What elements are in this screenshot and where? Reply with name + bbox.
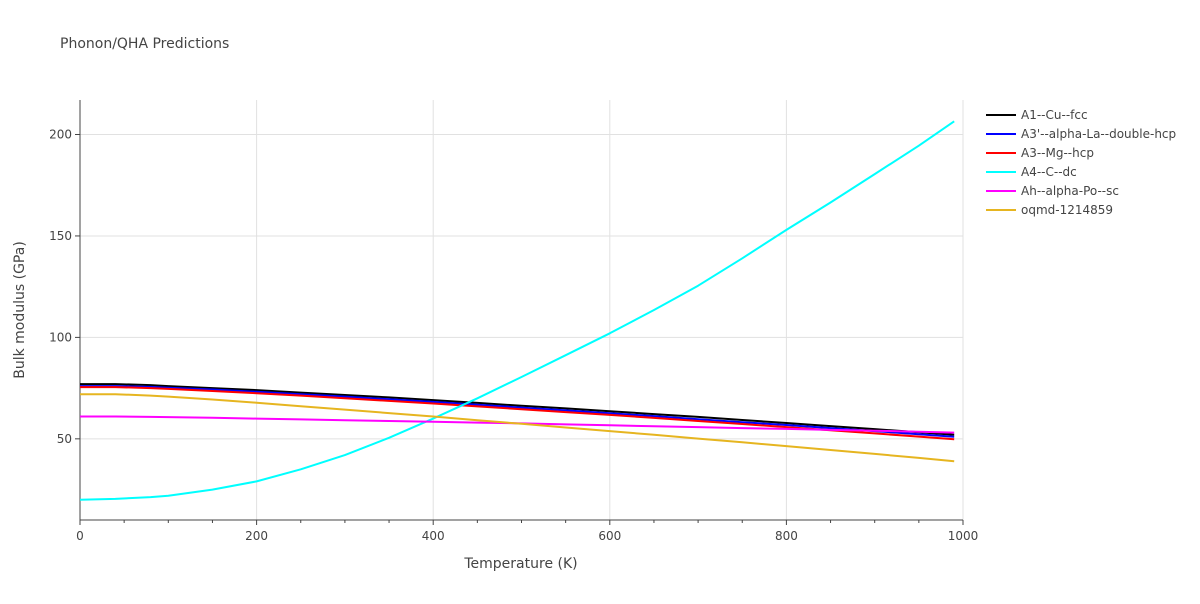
x-tick-label: 400 bbox=[422, 529, 445, 543]
y-tick-label: 150 bbox=[49, 229, 72, 243]
series-line-4 bbox=[79, 120, 955, 501]
y-tick-label: 100 bbox=[49, 330, 72, 344]
legend-item[interactable]: Ah--alpha-Po--sc bbox=[986, 184, 1119, 198]
series-line-2 bbox=[80, 385, 955, 438]
x-tick-label: 0 bbox=[76, 529, 84, 543]
legend-label: A3--Mg--hcp bbox=[1021, 146, 1094, 160]
legend[interactable]: A1--Cu--fcc A3'--alpha-La--double-hcp A3--… bbox=[986, 108, 1176, 217]
legend-item[interactable]: oqmd-1214859 bbox=[986, 203, 1113, 217]
x-tick-label: 600 bbox=[598, 529, 621, 543]
y-axis-title: Bulk modulus (GPa) bbox=[12, 241, 28, 379]
legend-item[interactable]: A4--C--dc bbox=[986, 165, 1077, 179]
x-axis-title: Temperature (K) bbox=[463, 556, 577, 572]
series-line-3 bbox=[80, 386, 955, 441]
series-layer bbox=[79, 120, 955, 501]
legend-label: A3'--alpha-La--double-hcp bbox=[1021, 127, 1176, 141]
series-line-1 bbox=[80, 383, 955, 436]
chart-title: Phonon/QHA Predictions bbox=[60, 36, 230, 52]
legend-item[interactable]: A3--Mg--hcp bbox=[986, 146, 1094, 160]
grid-layer bbox=[80, 100, 964, 520]
series-line-6 bbox=[80, 393, 955, 463]
legend-label: A4--C--dc bbox=[1021, 165, 1077, 179]
y-tick-label: 200 bbox=[49, 127, 72, 141]
x-tick-label: 200 bbox=[245, 529, 268, 543]
legend-item[interactable]: A3'--alpha-La--double-hcp bbox=[986, 127, 1176, 141]
legend-item[interactable]: A1--Cu--fcc bbox=[986, 108, 1088, 122]
x-tick-label: 1000 bbox=[948, 529, 979, 543]
y-tick-label: 50 bbox=[57, 432, 72, 446]
legend-label: A1--Cu--fcc bbox=[1021, 108, 1088, 122]
axes-layer: 0 200 400 600 800 1000 50 100 150 200 bbox=[49, 100, 978, 543]
x-tick-label: 800 bbox=[775, 529, 798, 543]
legend-label: oqmd-1214859 bbox=[1021, 203, 1113, 217]
series-line-5 bbox=[80, 415, 955, 434]
legend-label: Ah--alpha-Po--sc bbox=[1021, 184, 1119, 198]
